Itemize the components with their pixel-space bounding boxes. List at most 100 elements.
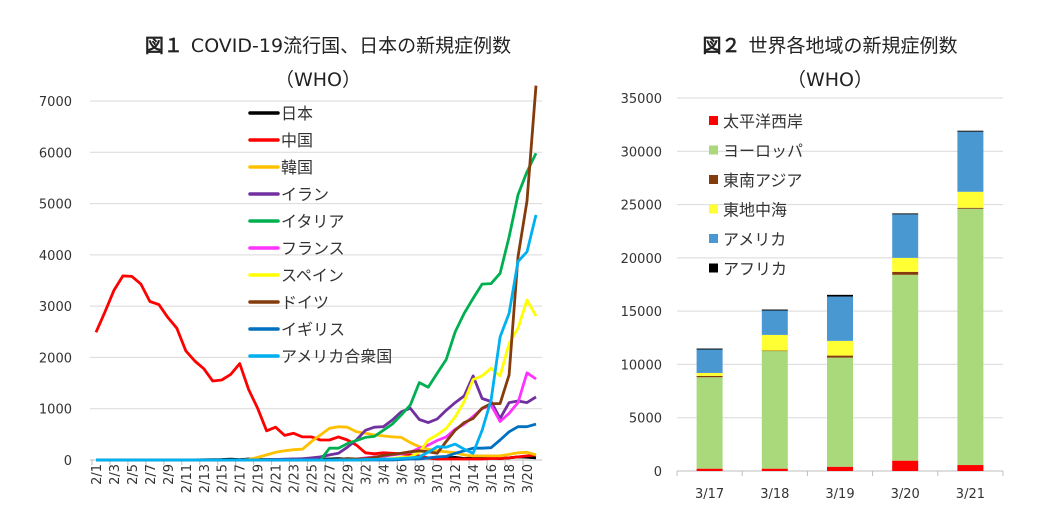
bar-segment	[892, 274, 919, 461]
chart-2: 図２ 世界各地域の新規症例数 （WHO） 0 5000 10000 15000 20000…	[621, 35, 1004, 502]
legend-label: イギリス	[281, 320, 345, 339]
legend-label: フランス	[281, 239, 345, 258]
x-tick-label: 3/12	[449, 464, 464, 493]
legend-label: スペイン	[281, 266, 344, 285]
x-tick-label: 3/21	[956, 487, 985, 502]
bar-segment	[892, 213, 919, 215]
bar-segment	[957, 465, 984, 471]
legend-label: 東南アジア	[723, 171, 802, 190]
legend-label: ドイツ	[281, 293, 329, 312]
chart-1: 図１ COVID-19流行国、日本の新規症例数 （WHO） 0 1000 2000 30…	[39, 35, 542, 493]
x-tick-label: 2/7	[144, 464, 159, 485]
bar-segment	[761, 309, 788, 311]
chart-1-series	[94, 85, 538, 462]
chart-2-title-prefix: 図２	[702, 35, 740, 57]
legend-swatch	[709, 116, 718, 125]
chart-1-gridlines	[90, 100, 542, 461]
bar-segment	[696, 349, 723, 373]
legend-label: 日本	[281, 104, 313, 123]
bar-segment	[957, 130, 984, 132]
x-tick-label: 2/25	[306, 464, 321, 493]
y-tick-label: 6000	[39, 146, 72, 161]
bar-segment	[761, 468, 788, 471]
bar-segment	[892, 257, 919, 272]
y-tick-label: 3000	[39, 300, 72, 315]
chart-1-title-prefix: 図１	[145, 35, 183, 57]
bar-segment	[696, 372, 723, 376]
x-tick-label: 3/2	[359, 464, 374, 485]
bar-segment	[827, 296, 853, 341]
bar-segment	[827, 294, 853, 297]
bar-segment	[761, 310, 788, 335]
x-tick-label: 2/19	[252, 464, 267, 493]
y-tick-label: 2000	[39, 351, 72, 366]
series-line	[96, 425, 537, 462]
y-tick-label: 10000	[621, 358, 662, 373]
legend-swatch	[709, 263, 718, 273]
bar-segment	[696, 375, 723, 378]
x-tick-label: 2/3	[108, 464, 123, 485]
bar-segment	[827, 466, 853, 471]
legend-label: 韓国	[281, 158, 313, 177]
y-tick-label: 4000	[39, 249, 72, 264]
x-tick-label: 3/20	[521, 464, 536, 493]
x-tick-label: 3/6	[395, 464, 410, 485]
bar-segment	[696, 348, 723, 350]
chart-2-title-text: 世界各地域の新規症例数	[749, 35, 958, 57]
y-tick-label: 0	[654, 465, 662, 480]
bar-segment	[827, 340, 853, 356]
bar-segment	[761, 334, 788, 351]
bar-segment	[892, 271, 919, 275]
bar-segment	[892, 214, 919, 258]
legend-swatch	[709, 234, 718, 243]
bar-segment	[696, 377, 723, 469]
x-tick-label: 2/17	[234, 464, 249, 493]
series-line	[96, 214, 538, 462]
x-tick-label: 2/5	[126, 464, 141, 485]
x-tick-label: 2/15	[216, 464, 231, 493]
bar-segment	[761, 350, 788, 352]
y-tick-label: 5000	[629, 412, 662, 427]
chart-1-y-ticks: 0 1000 2000 3000 4000 5000 6000 7000	[39, 95, 72, 469]
chart-1-subtitle: （WHO）	[275, 69, 361, 91]
y-tick-label: 30000	[621, 145, 662, 160]
chart-2-x-ticks: 3/17 3/18 3/19 3/20 3/21	[676, 471, 1004, 502]
bar-segment	[827, 357, 853, 467]
x-tick-label: 2/1	[90, 464, 105, 485]
legend-swatch	[709, 204, 718, 214]
x-tick-label: 3/14	[467, 464, 482, 493]
x-tick-label: 3/10	[431, 464, 446, 493]
chart-2-y-ticks: 0 5000 10000 15000 20000 25000 30000 35000	[621, 92, 662, 480]
legend-label: 東地中海	[723, 201, 787, 220]
y-tick-label: 25000	[621, 199, 662, 214]
x-tick-label: 3/19	[825, 487, 854, 502]
bar-segment	[892, 460, 919, 471]
y-tick-label: 1000	[39, 403, 72, 418]
bar-segment	[827, 355, 853, 358]
y-tick-label: 35000	[621, 92, 662, 107]
legend-label: アメリカ	[723, 230, 786, 249]
bar-segment	[957, 207, 984, 209]
x-tick-label: 2/29	[341, 464, 356, 493]
x-tick-label: 2/21	[270, 464, 285, 493]
bar-segment	[957, 131, 984, 192]
x-tick-label: 2/27	[323, 464, 338, 493]
chart-2-title: 図２ 世界各地域の新規症例数	[702, 35, 957, 57]
x-tick-label: 3/4	[377, 464, 392, 485]
x-tick-label: 3/18	[760, 487, 789, 502]
x-tick-label: 2/23	[288, 464, 303, 493]
chart-1-title-text: COVID-19流行国、日本の新規症例数	[191, 35, 511, 57]
legend-swatch	[709, 145, 718, 155]
legend-label: 中国	[281, 131, 313, 150]
legend-label: アメリカ合衆国	[281, 347, 392, 366]
bar-segment	[957, 191, 984, 208]
legend-label: アフリカ	[723, 260, 787, 279]
y-tick-label: 20000	[621, 252, 662, 267]
legend-label: イタリア	[281, 212, 344, 231]
x-tick-label: 2/9	[162, 464, 177, 485]
chart-1-title: 図１ COVID-19流行国、日本の新規症例数	[145, 35, 511, 57]
x-tick-label: 3/17	[695, 487, 724, 502]
